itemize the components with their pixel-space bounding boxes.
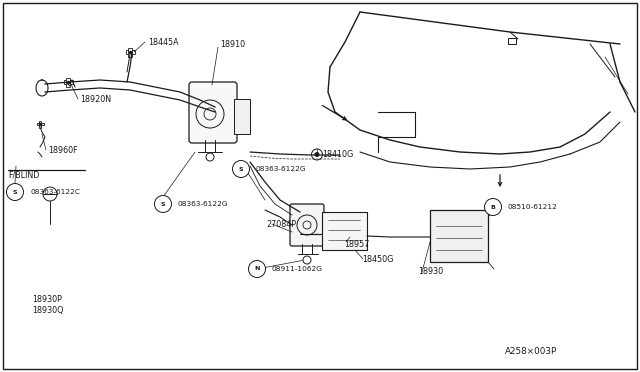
Text: S: S <box>161 202 165 206</box>
Bar <box>430 210 488 262</box>
Text: A258×003P: A258×003P <box>505 347 557 356</box>
Text: 08911-1062G: 08911-1062G <box>272 266 323 272</box>
Circle shape <box>484 199 502 215</box>
Text: 18930P: 18930P <box>32 295 62 305</box>
Text: 18910: 18910 <box>220 39 245 48</box>
Bar <box>125 50 134 54</box>
Text: 27084P: 27084P <box>266 219 296 228</box>
Circle shape <box>232 160 250 177</box>
FancyBboxPatch shape <box>189 82 237 143</box>
Text: 18445A: 18445A <box>148 38 179 46</box>
Text: 18920N: 18920N <box>80 94 111 103</box>
Text: N: N <box>254 266 260 272</box>
Circle shape <box>248 260 266 278</box>
Circle shape <box>303 256 311 264</box>
FancyBboxPatch shape <box>290 204 324 246</box>
Circle shape <box>206 153 214 161</box>
Text: 08363-6122G: 08363-6122G <box>256 166 307 172</box>
Bar <box>234 99 250 134</box>
Text: 18450G: 18450G <box>362 254 394 263</box>
Text: 18960F: 18960F <box>48 145 77 154</box>
Text: F/BLIND: F/BLIND <box>8 170 40 180</box>
Text: 18410G: 18410G <box>322 150 353 158</box>
Text: 18930Q: 18930Q <box>32 305 63 314</box>
Text: 08363-6122C: 08363-6122C <box>30 189 80 195</box>
Bar <box>63 80 72 84</box>
Bar <box>38 121 42 128</box>
Circle shape <box>314 152 319 157</box>
Bar <box>36 123 44 125</box>
Circle shape <box>6 183 24 201</box>
Text: S: S <box>239 167 243 171</box>
Circle shape <box>154 196 172 212</box>
Text: S: S <box>13 189 17 195</box>
Bar <box>508 38 516 44</box>
Text: 18957: 18957 <box>344 240 369 248</box>
Bar <box>322 212 367 250</box>
Text: 18930: 18930 <box>418 267 443 276</box>
Text: 08363-6122G: 08363-6122G <box>178 201 228 207</box>
Text: B: B <box>491 205 495 209</box>
Bar <box>66 77 70 87</box>
Bar <box>128 48 132 57</box>
Text: 08510-61212: 08510-61212 <box>508 204 558 210</box>
